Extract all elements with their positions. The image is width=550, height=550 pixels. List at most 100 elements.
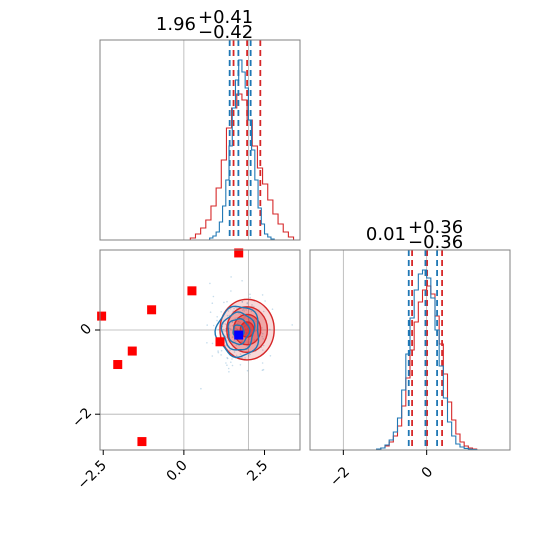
- sample-point: [222, 328, 225, 331]
- sample-point: [291, 324, 294, 326]
- sample-point: [230, 290, 232, 292]
- sample-point: [242, 308, 245, 310]
- sample-point: [243, 317, 245, 320]
- sample-point: [241, 309, 244, 312]
- sample-point: [235, 354, 238, 357]
- sample-point: [262, 349, 264, 351]
- sample-point: [220, 311, 222, 313]
- sample-point: [247, 355, 250, 357]
- sample-point: [209, 282, 211, 285]
- sample-point: [248, 338, 251, 340]
- sample-point: [249, 293, 251, 296]
- y-tick-label: −2: [69, 405, 95, 431]
- sample-point: [246, 302, 249, 304]
- sample-point: [261, 335, 264, 338]
- sample-point: [231, 358, 233, 360]
- sample-point: [235, 327, 237, 330]
- red-square-marker: [215, 337, 225, 347]
- sample-point: [229, 328, 232, 330]
- sample-point: [211, 302, 214, 305]
- sample-point: [230, 361, 232, 364]
- sample-point: [236, 322, 239, 325]
- sample-point: [241, 301, 244, 303]
- panel-title: 0.01: [366, 224, 406, 245]
- sample-point: [240, 340, 242, 343]
- title-plus-error: +0.36: [408, 217, 463, 238]
- sample-point: [231, 324, 234, 327]
- sample-point: [209, 311, 212, 314]
- sample-point: [236, 328, 238, 330]
- blue-contour: [214, 305, 260, 359]
- sample-point: [269, 355, 272, 357]
- sample-point: [262, 310, 265, 313]
- sample-point: [241, 357, 243, 359]
- sample-point: [216, 316, 218, 318]
- sample-point: [228, 371, 230, 373]
- sample-point: [226, 300, 228, 303]
- title-minus-error: −0.36: [408, 232, 463, 253]
- sample-point: [232, 336, 235, 338]
- panel-title: 1.96: [156, 14, 196, 35]
- sample-point: [226, 314, 229, 317]
- sample-point: [225, 362, 227, 364]
- sample-point: [261, 362, 264, 364]
- sample-point: [246, 369, 249, 372]
- sample-point: [262, 332, 264, 335]
- blue-contour: [220, 311, 256, 351]
- sample-point: [226, 364, 228, 367]
- sample-point: [226, 357, 229, 360]
- sample-point: [230, 276, 232, 278]
- sample-point: [247, 318, 250, 320]
- y-tick-label: 0: [78, 321, 96, 339]
- histogram-series-1: [376, 269, 478, 451]
- histogram-panel-right: 0.01 +0.36−0.36 −2 0: [309, 217, 511, 490]
- histogram-series-1: [209, 59, 275, 240]
- sample-point: [244, 357, 246, 359]
- blue-contour: [227, 317, 251, 346]
- sample-point: [239, 353, 242, 355]
- sample-point: [227, 310, 230, 312]
- sample-point: [206, 324, 208, 326]
- sample-point: [228, 327, 231, 329]
- sample-point: [235, 344, 238, 346]
- sample-point: [239, 364, 242, 366]
- red-square-marker: [187, 286, 197, 296]
- sample-point: [244, 316, 246, 318]
- sample-point: [211, 342, 214, 345]
- x-tick-label: 0: [419, 464, 437, 482]
- sample-point: [249, 353, 251, 356]
- sample-point: [216, 319, 218, 322]
- scatter-contour-panel: −2.5 0.0 2.5 −2 0: [69, 248, 301, 493]
- sample-point: [247, 341, 249, 343]
- sample-point: [261, 294, 264, 296]
- sample-point: [200, 387, 202, 390]
- sample-point: [223, 301, 225, 304]
- red-square-marker: [113, 360, 123, 370]
- axes-frame: [99, 39, 301, 241]
- sample-point: [227, 367, 230, 370]
- sample-point: [211, 355, 214, 357]
- sample-point: [271, 308, 274, 311]
- histogram-series-0: [376, 285, 478, 450]
- sample-point: [224, 323, 227, 325]
- axes-frame: [99, 249, 301, 451]
- sample-point: [241, 301, 243, 303]
- sample-point: [241, 340, 244, 342]
- sample-point: [243, 310, 245, 312]
- sample-point: [269, 328, 271, 331]
- sample-point: [225, 344, 227, 347]
- sample-point: [217, 351, 220, 354]
- x-tick-label: 2.5: [244, 458, 271, 485]
- sample-point: [262, 368, 265, 371]
- x-tick-label: −2.5: [75, 458, 110, 493]
- blue-square-marker: [234, 330, 244, 340]
- sample-point: [255, 320, 257, 323]
- sample-point: [220, 354, 222, 356]
- sample-point: [264, 300, 266, 302]
- sample-point: [261, 327, 263, 329]
- sample-point: [235, 340, 237, 343]
- sample-point: [253, 339, 256, 341]
- sample-point: [212, 324, 215, 327]
- sample-point: [262, 344, 265, 347]
